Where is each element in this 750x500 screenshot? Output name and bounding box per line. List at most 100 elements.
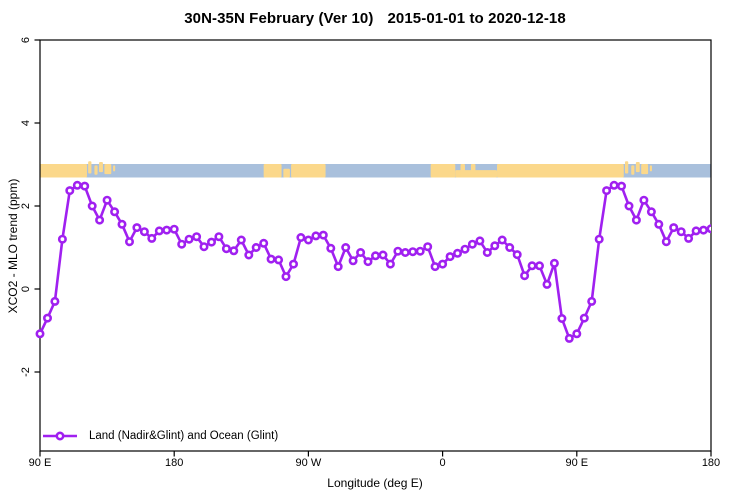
y-axis-title: XCO2 - MLO trend (ppm) — [6, 178, 20, 314]
data-point — [445, 252, 455, 262]
land-segment — [470, 164, 476, 178]
data-series-line — [38, 184, 711, 340]
data-point — [609, 180, 619, 190]
data-point — [117, 219, 127, 229]
data-point — [296, 233, 306, 243]
data-point — [132, 223, 142, 233]
data-point — [661, 237, 671, 247]
data-point — [482, 248, 492, 258]
data-point — [698, 225, 708, 235]
data-point — [87, 201, 97, 211]
land-segment — [631, 165, 635, 175]
data-point — [147, 233, 157, 243]
data-point — [557, 313, 567, 323]
data-point — [162, 225, 172, 235]
data-point — [639, 195, 649, 205]
x-tick-label: 90 E — [565, 457, 589, 469]
y-tick-label: 6 — [20, 36, 32, 44]
data-point — [214, 232, 224, 242]
data-point — [631, 215, 641, 225]
data-point — [616, 181, 626, 191]
data-point — [326, 243, 336, 253]
data-point — [356, 248, 366, 258]
legend-line-marker-icon — [43, 431, 77, 441]
data-point — [549, 258, 559, 268]
land-segment — [283, 168, 290, 178]
land-segment — [455, 170, 498, 178]
data-point — [430, 262, 440, 272]
data-point — [408, 247, 418, 257]
data-point — [460, 244, 470, 254]
data-point — [177, 239, 187, 249]
data-point — [587, 296, 597, 306]
page-title: 30N-35N February (Ver 10) 2015-01-01 to … — [0, 10, 750, 27]
data-point — [184, 234, 194, 244]
data-point — [72, 180, 82, 190]
land-segment — [624, 161, 629, 174]
data-point — [475, 236, 485, 246]
land-segment — [113, 165, 116, 172]
land-segment — [649, 165, 652, 172]
data-point — [423, 242, 433, 252]
y-tick-label: 2 — [20, 202, 32, 210]
data-point — [229, 246, 239, 256]
land-segment — [104, 164, 112, 175]
data-point — [169, 224, 179, 234]
x-tick-label: 180 — [701, 457, 721, 469]
data-point — [154, 226, 164, 236]
land-segment — [291, 164, 326, 178]
land-segment — [460, 164, 465, 178]
data-point — [385, 259, 395, 269]
data-point — [363, 257, 373, 267]
data-point — [534, 261, 544, 271]
data-point — [110, 207, 120, 217]
x-axis-title: Longitude (deg E) — [327, 476, 423, 490]
land-segment — [94, 165, 98, 175]
data-point — [415, 246, 425, 256]
data-point — [452, 248, 462, 258]
data-point — [602, 186, 612, 196]
title-date-range: 2015-01-01 to 2020-12-18 — [387, 10, 566, 27]
data-point — [467, 239, 477, 249]
data-point — [438, 259, 448, 269]
data-point — [199, 242, 209, 252]
data-point — [35, 329, 45, 339]
data-point — [370, 251, 380, 261]
data-point — [221, 244, 231, 254]
data-point — [676, 227, 686, 237]
x-tick-label: 90 E — [28, 457, 52, 469]
land-segment — [641, 164, 649, 175]
data-point — [80, 181, 90, 191]
data-point — [42, 313, 52, 323]
data-point — [125, 237, 135, 247]
data-point — [512, 250, 522, 260]
data-point — [497, 235, 507, 245]
data-point — [393, 246, 403, 256]
x-tick-label: 90 W — [295, 457, 322, 469]
data-point — [572, 329, 582, 339]
data-point — [684, 233, 694, 243]
data-point — [378, 250, 388, 260]
data-point — [311, 231, 321, 241]
data-point — [646, 207, 656, 217]
data-point — [564, 333, 574, 343]
title-region-month: 30N-35N February (Ver 10) — [184, 10, 374, 27]
legend-label: Land (Nadir&Glint) and Ocean (Glint) — [89, 430, 279, 442]
data-point — [266, 254, 276, 264]
x-tick-label: 180 — [165, 457, 184, 469]
data-point — [236, 235, 246, 245]
data-point — [139, 227, 149, 237]
data-point — [251, 243, 261, 253]
y-tick-label: 0 — [20, 285, 32, 293]
data-point — [341, 243, 351, 253]
data-point — [691, 226, 701, 236]
x-tick-label: 0 — [439, 457, 446, 469]
data-point — [542, 279, 552, 289]
legend-marker-icon — [55, 431, 65, 441]
data-point — [348, 256, 358, 266]
land-segment — [497, 164, 624, 178]
data-point — [318, 230, 328, 240]
data-point — [274, 255, 284, 265]
data-point — [527, 261, 537, 271]
data-point — [654, 219, 664, 229]
